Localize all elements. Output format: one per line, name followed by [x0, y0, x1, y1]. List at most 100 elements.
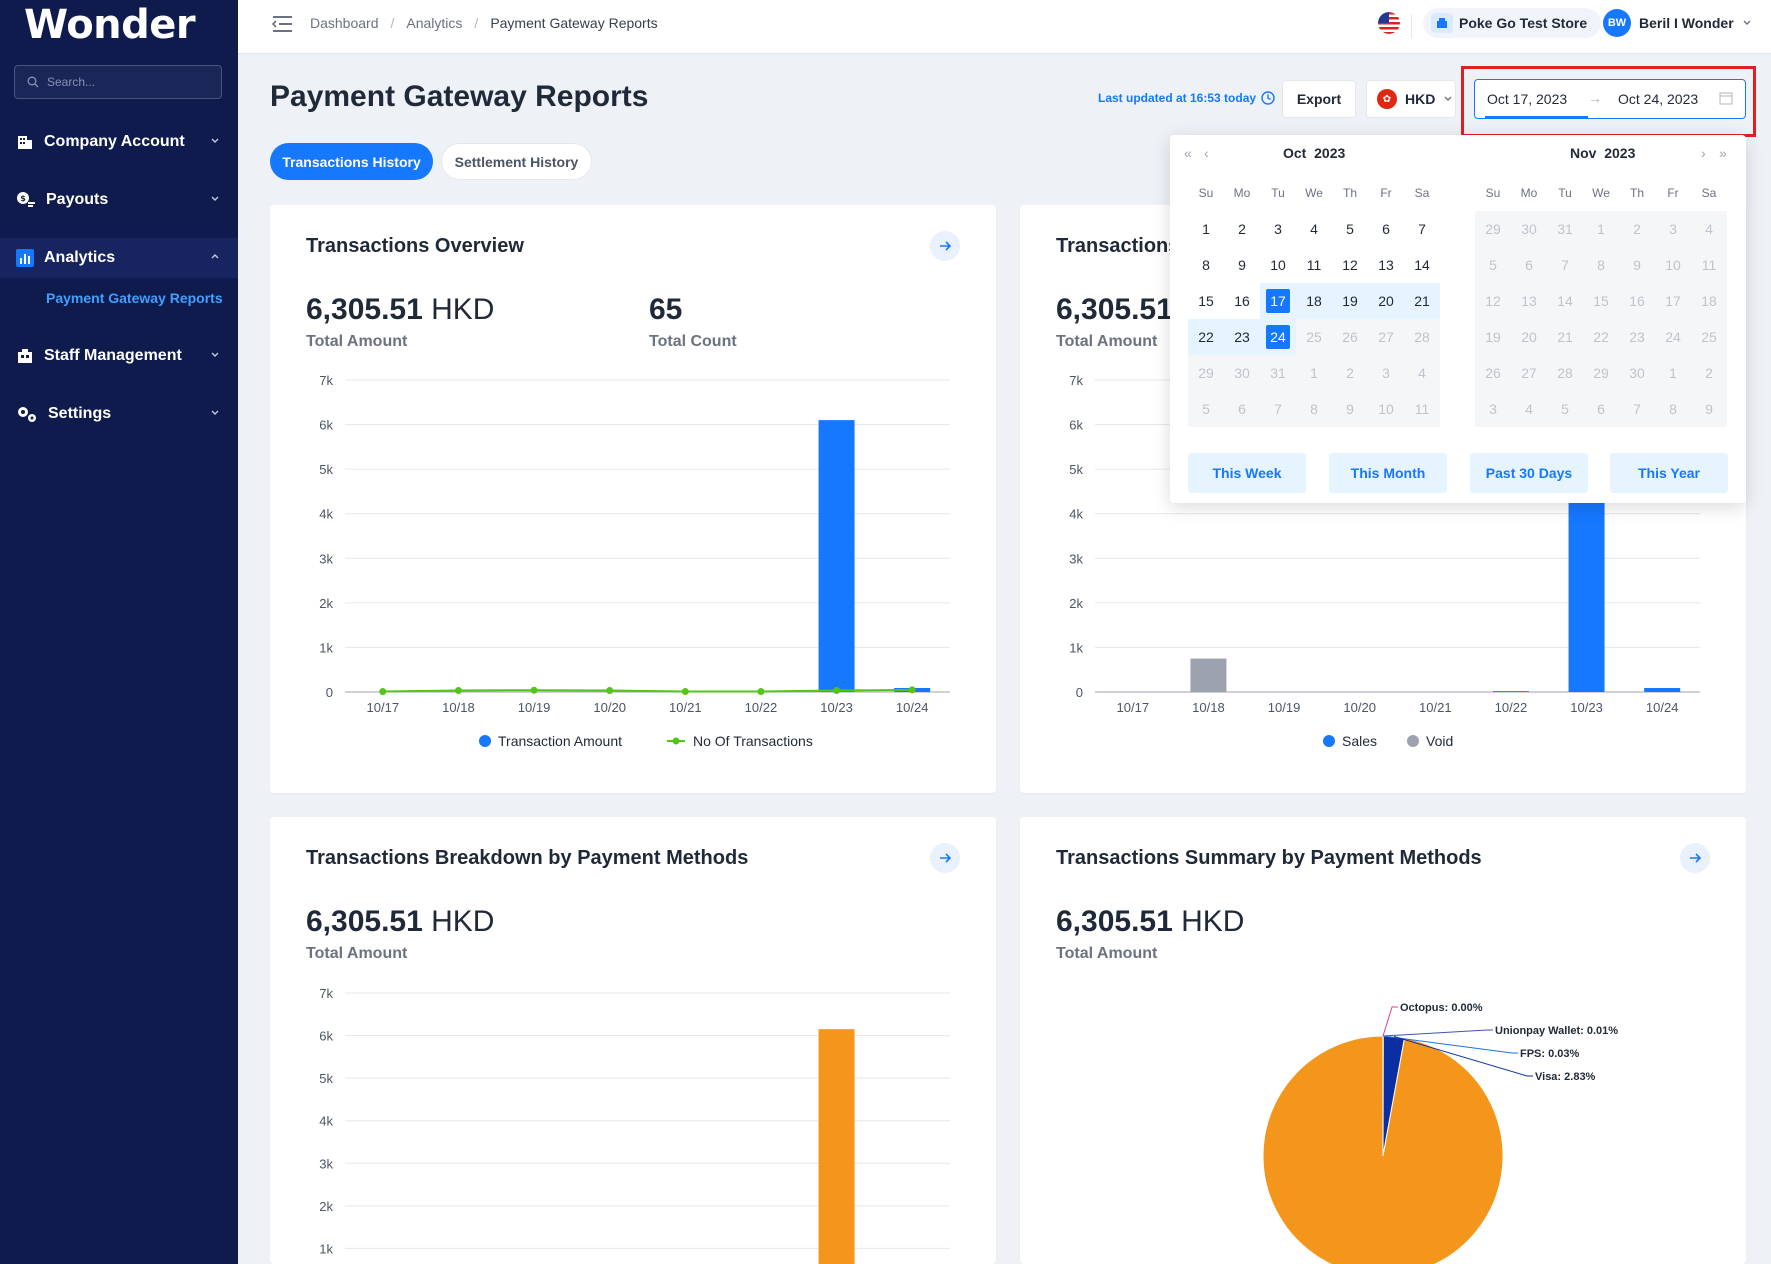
y-tick-label: 7k: [319, 373, 333, 388]
sidebar: Wonder Company Account $ Payouts Analyti…: [0, 0, 238, 1264]
sidebar-subitem-payment-gateway-reports[interactable]: Payment Gateway Reports: [46, 290, 223, 306]
calendar-day[interactable]: 5: [1346, 221, 1354, 237]
right-month-header[interactable]: Nov 2023: [1570, 145, 1635, 161]
calendar-day[interactable]: 8: [1202, 257, 1210, 273]
currency-value: HKD: [1405, 91, 1436, 107]
calendar-day[interactable]: 10: [1270, 257, 1286, 273]
date-start-input[interactable]: Oct 17, 2023: [1487, 91, 1568, 107]
calendar-day[interactable]: 21: [1404, 283, 1440, 319]
date-range-picker[interactable]: Oct 17, 2023 → Oct 24, 2023: [1474, 79, 1746, 119]
search-icon: [27, 76, 39, 88]
calendar-day[interactable]: 23: [1224, 319, 1260, 355]
calendar-day: 5: [1475, 247, 1511, 283]
breadcrumb-dashboard[interactable]: Dashboard: [310, 15, 379, 31]
x-tick-label: 10/17: [367, 700, 400, 715]
calendar-day[interactable]: 6: [1382, 221, 1390, 237]
sidebar-item-staff-management[interactable]: Staff Management: [0, 336, 238, 376]
x-tick-label: 10/23: [820, 700, 853, 715]
calendar-day[interactable]: 15: [1198, 293, 1214, 309]
card-details-button[interactable]: [930, 231, 960, 261]
tab-transactions-history[interactable]: Transactions History: [270, 143, 433, 180]
line-point: [454, 687, 462, 694]
calendar-day[interactable]: 13: [1378, 257, 1394, 273]
bar: [1190, 658, 1227, 692]
calendar-day: 29: [1188, 355, 1224, 391]
legend-label: Transaction Amount: [498, 733, 622, 749]
calendar-day[interactable]: 1: [1202, 221, 1210, 237]
logo[interactable]: Wonder: [24, 2, 196, 48]
sidebar-item-label: Payouts: [46, 191, 109, 208]
sidebar-item-analytics[interactable]: Analytics: [0, 238, 238, 278]
card-details-button[interactable]: [1680, 843, 1710, 873]
search-input[interactable]: [47, 75, 207, 89]
calendar-day: 10: [1655, 247, 1691, 283]
left-month: Oct: [1283, 145, 1307, 161]
date-end-input[interactable]: Oct 24, 2023: [1618, 91, 1699, 107]
card-details-button[interactable]: [930, 843, 960, 873]
breadcrumb-analytics[interactable]: Analytics: [406, 15, 463, 31]
calendar-day[interactable]: 2: [1238, 221, 1246, 237]
line-point: [908, 686, 916, 694]
calendar-day[interactable]: 4: [1310, 221, 1318, 237]
prev-month-icon[interactable]: ‹: [1204, 145, 1209, 161]
calendar-day[interactable]: 18: [1296, 283, 1332, 319]
user-menu[interactable]: BW Beril I Wonder: [1603, 9, 1752, 37]
calendar-day[interactable]: 3: [1274, 221, 1282, 237]
last-updated[interactable]: Last updated at 16:53 today: [1098, 90, 1276, 106]
preset-this-year[interactable]: This Year: [1610, 453, 1728, 493]
pie-label: Unionpay Wallet: 0.01%: [1495, 1025, 1618, 1037]
preset-this-week[interactable]: This Week: [1188, 453, 1306, 493]
weekday-header: Fr: [1380, 186, 1392, 200]
calendar-day[interactable]: 19: [1332, 283, 1368, 319]
calendar-day[interactable]: 22: [1188, 319, 1224, 355]
card-title: Transactions Overview: [306, 235, 524, 257]
next-year-icon[interactable]: »: [1719, 145, 1727, 161]
sidebar-item-payouts[interactable]: $ Payouts: [0, 180, 238, 220]
preset-past-30-days[interactable]: Past 30 Days: [1470, 453, 1588, 493]
calendar-day[interactable]: 17: [1260, 283, 1296, 319]
calendar-day: 26: [1475, 355, 1511, 391]
currency-selector[interactable]: ✿ HKD: [1366, 80, 1456, 118]
calendar-day[interactable]: 7: [1418, 221, 1426, 237]
selected-day[interactable]: 24: [1266, 325, 1290, 349]
bar: [818, 1029, 855, 1264]
sidebar-item-label: Company Account: [44, 133, 185, 150]
legend-marker: [479, 735, 491, 747]
calendar-day: 22: [1583, 319, 1619, 355]
export-button[interactable]: Export: [1282, 80, 1356, 118]
selected-day[interactable]: 17: [1266, 289, 1290, 313]
card-transactions-overview: Transactions Overview 6,305.51 HKD Total…: [270, 205, 996, 793]
chevron-down-icon: [1444, 96, 1452, 101]
store-selector[interactable]: Poke Go Test Store: [1423, 8, 1602, 38]
calendar-day[interactable]: 12: [1342, 257, 1358, 273]
prev-year-icon[interactable]: «: [1184, 145, 1192, 161]
us-flag-icon[interactable]: [1378, 12, 1400, 34]
pie-leader-line: [1383, 1035, 1518, 1054]
calendar-day: 7: [1619, 391, 1655, 427]
search-box[interactable]: [14, 65, 222, 99]
calendar-day[interactable]: 11: [1306, 257, 1322, 273]
calendar-day[interactable]: 16: [1234, 293, 1250, 309]
calendar-day[interactable]: 24: [1260, 319, 1296, 355]
calendar-day: 31: [1260, 355, 1296, 391]
next-month-icon[interactable]: ›: [1701, 145, 1706, 161]
tab-settlement-history[interactable]: Settlement History: [441, 143, 592, 180]
bar: [1492, 691, 1529, 692]
chevron-up-icon: [211, 254, 219, 259]
calendar-day: 4: [1691, 211, 1727, 247]
left-month-header[interactable]: Oct 2023: [1283, 145, 1345, 161]
calendar-day: 19: [1475, 319, 1511, 355]
menu-collapse-icon[interactable]: [272, 15, 294, 33]
refresh-history-icon[interactable]: [1260, 90, 1276, 106]
sidebar-item-settings[interactable]: Settings: [0, 394, 238, 434]
calendar-day: 31: [1547, 211, 1583, 247]
x-tick-label: 10/19: [1268, 700, 1301, 715]
page-title: Payment Gateway Reports: [270, 80, 649, 113]
calendar-day[interactable]: 20: [1368, 283, 1404, 319]
calendar-day: 9: [1332, 391, 1368, 427]
sidebar-item-company-account[interactable]: Company Account: [0, 122, 238, 162]
preset-this-month[interactable]: This Month: [1329, 453, 1447, 493]
calendar-day[interactable]: 9: [1238, 257, 1246, 273]
calendar-day[interactable]: 14: [1414, 257, 1430, 273]
calendar-day: 28: [1547, 355, 1583, 391]
